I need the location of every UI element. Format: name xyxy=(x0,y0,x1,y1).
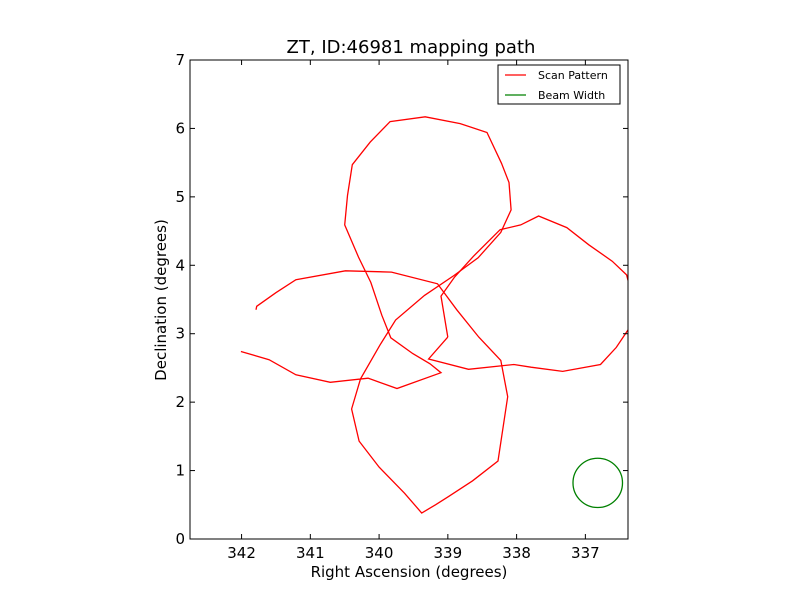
legend-label-scan-pattern: Scan Pattern xyxy=(538,69,608,82)
y-tick-label: 4 xyxy=(175,256,185,274)
x-tick-label: 338 xyxy=(502,544,531,562)
y-axis-label: Declination (degrees) xyxy=(152,219,170,381)
y-tick-label: 2 xyxy=(175,393,185,411)
beam-width-circle xyxy=(572,457,624,509)
y-tick-label: 5 xyxy=(175,188,185,206)
scan-pattern-line xyxy=(240,116,512,514)
scan-pattern-line-2 xyxy=(427,215,628,373)
y-tick-label: 3 xyxy=(175,325,185,343)
x-tick-label: 337 xyxy=(571,544,600,562)
y-tick-label: 0 xyxy=(175,530,185,548)
x-tick-label: 341 xyxy=(296,544,325,562)
chart-title: ZT, ID:46981 mapping path xyxy=(287,37,536,58)
y-tick-label: 1 xyxy=(175,462,185,480)
x-axis-label: Right Ascension (degrees) xyxy=(311,563,508,581)
plot-area: 342 341 340 339 338 337 0 1 2 3 4 5 6 7 xyxy=(175,51,629,562)
x-tick-label: 342 xyxy=(227,544,256,562)
plot-frame xyxy=(189,59,629,540)
legend-box xyxy=(497,64,621,105)
x-tick-label: 340 xyxy=(365,544,394,562)
y-tick-label: 6 xyxy=(175,119,185,137)
legend: Scan Pattern Beam Width xyxy=(497,64,621,105)
x-tick-label: 339 xyxy=(434,544,463,562)
legend-label-beam-width: Beam Width xyxy=(538,89,605,102)
y-tick-label: 7 xyxy=(175,51,185,69)
